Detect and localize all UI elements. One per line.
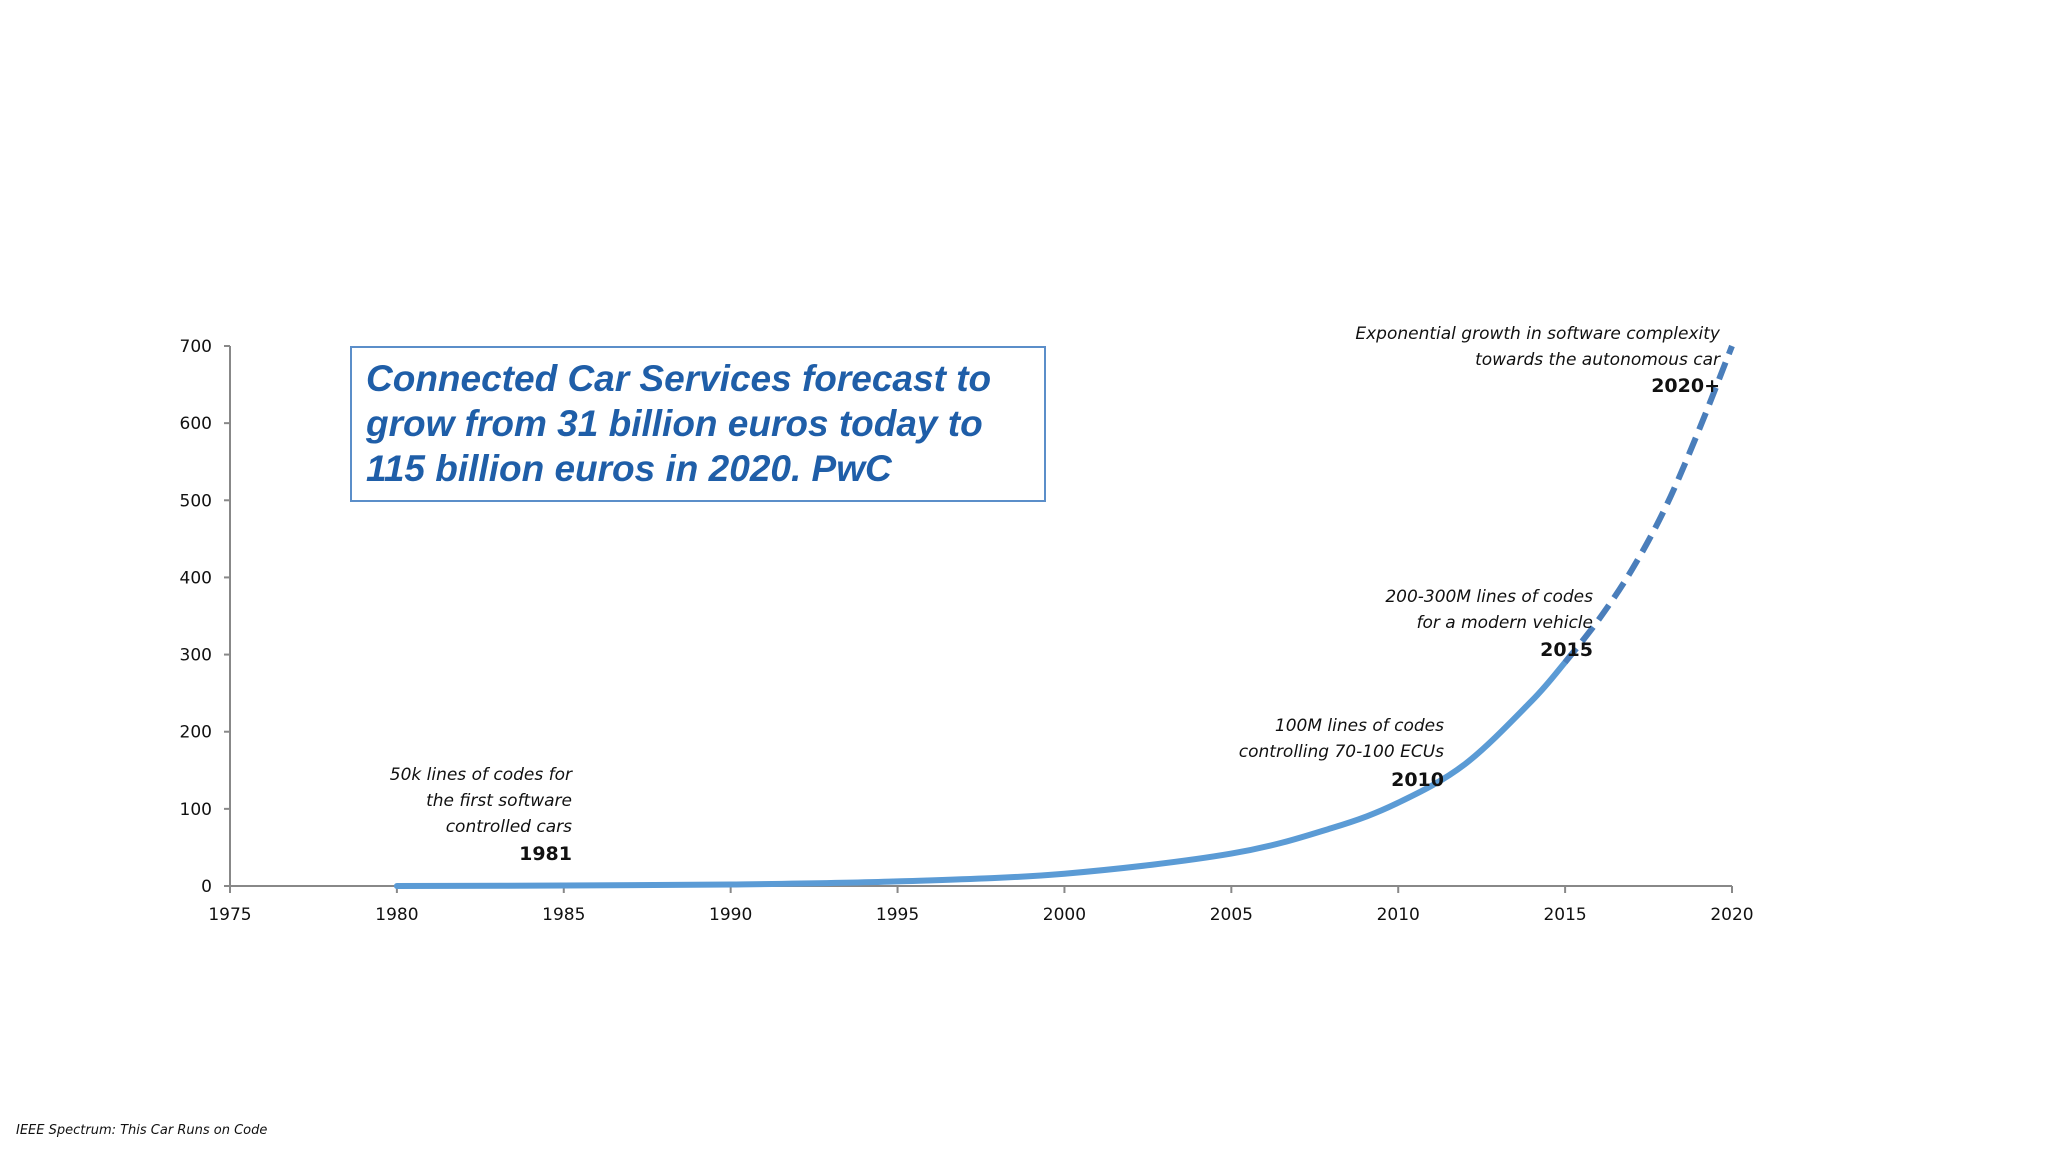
annotation-text: the first software — [426, 791, 572, 811]
annotation-text: 200-300M lines of codes — [1385, 587, 1593, 607]
annotation-text: controlled cars — [446, 817, 572, 837]
y-tick-label: 700 — [180, 337, 212, 357]
callout-line-2: grow from 31 billion euros today to — [366, 403, 983, 444]
x-tick-label: 2015 — [1543, 905, 1586, 925]
x-tick-label: 1980 — [375, 905, 418, 925]
forecast-line-dashed — [1562, 344, 1735, 665]
annotation-year: 1981 — [519, 843, 572, 865]
x-tick-label: 2020 — [1710, 905, 1753, 925]
x-tick-label: 1990 — [709, 905, 752, 925]
annotations: 50k lines of codes for the first software… — [390, 324, 1721, 865]
x-tick-label: 1985 — [542, 905, 585, 925]
annotation-text: Exponential growth in software complexit… — [1355, 324, 1721, 344]
y-tick-label: 600 — [180, 414, 212, 434]
annotation-year: 2010 — [1391, 769, 1444, 791]
annotation-text: for a modern vehicle — [1416, 613, 1593, 633]
y-tick-label: 100 — [180, 800, 212, 820]
y-tick-label: 0 — [201, 877, 212, 897]
tick-labels: 0 100 200 300 400 500 600 700 1975 1980 1985 1990 19… — [180, 337, 1754, 925]
series — [393, 344, 1735, 889]
annotation-year: 2015 — [1540, 639, 1593, 661]
annotation-text: towards the autonomous car — [1475, 350, 1721, 370]
x-tick-label: 1995 — [876, 905, 919, 925]
annotation-text: 50k lines of codes for — [390, 765, 573, 785]
y-tick-label: 400 — [180, 568, 212, 588]
x-tick-label: 2010 — [1377, 905, 1420, 925]
x-tick-label: 2005 — [1210, 905, 1253, 925]
annotation-text: 100M lines of codes — [1275, 716, 1444, 736]
annotation-text: controlling 70-100 ECUs — [1239, 742, 1444, 762]
x-tick-label: 1975 — [208, 905, 251, 925]
callout-box: Connected Car Services forecast to grow … — [350, 346, 1046, 502]
growth-line-solid — [393, 659, 1569, 889]
y-tick-label: 500 — [180, 491, 212, 511]
annotation-year: 2020+ — [1651, 375, 1720, 397]
x-tick-label: 2000 — [1043, 905, 1086, 925]
source-footnote: IEEE Spectrum: This Car Runs on Code — [16, 1123, 268, 1138]
y-tick-label: 300 — [180, 646, 212, 666]
y-tick-label: 200 — [180, 723, 212, 743]
callout-line-3: 115 billion euros in 2020. PwC — [366, 448, 892, 489]
callout-line-1: Connected Car Services forecast to — [366, 358, 992, 399]
